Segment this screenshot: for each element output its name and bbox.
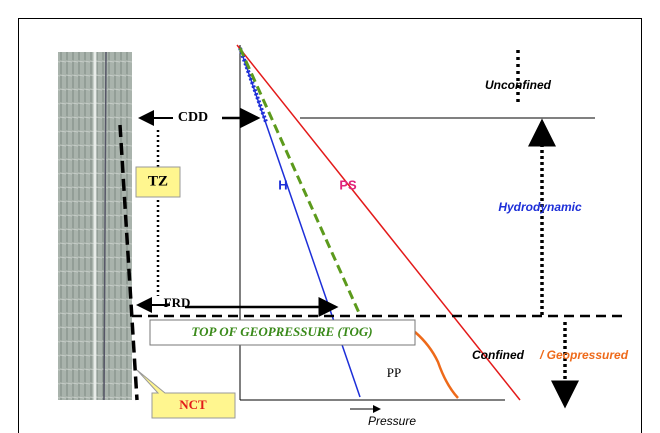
nct-label: NCT (179, 397, 207, 412)
frd-label: FRD (164, 295, 191, 310)
tz-label: TZ (148, 173, 168, 189)
geopressured-label: / Geopressured (539, 348, 629, 362)
pressure-label: Pressure (368, 414, 416, 428)
ps-label: PS (339, 177, 357, 192)
confined-label: Confined (472, 348, 525, 362)
pp-label: PP (387, 365, 401, 380)
unconfined-label: Unconfined (485, 78, 552, 92)
tog-label: TOP OF GEOPRESSURE (TOG) (191, 324, 372, 339)
h-label: H (278, 177, 287, 192)
hydrodynamic-label: Hydrodynamic (498, 200, 582, 214)
ps-line (237, 45, 520, 400)
pp-curve (415, 332, 458, 398)
diagram: CDD TZ FRD H PS Unconfined Hydrodynamic … (0, 0, 660, 433)
cdd-label: CDD (178, 110, 208, 125)
